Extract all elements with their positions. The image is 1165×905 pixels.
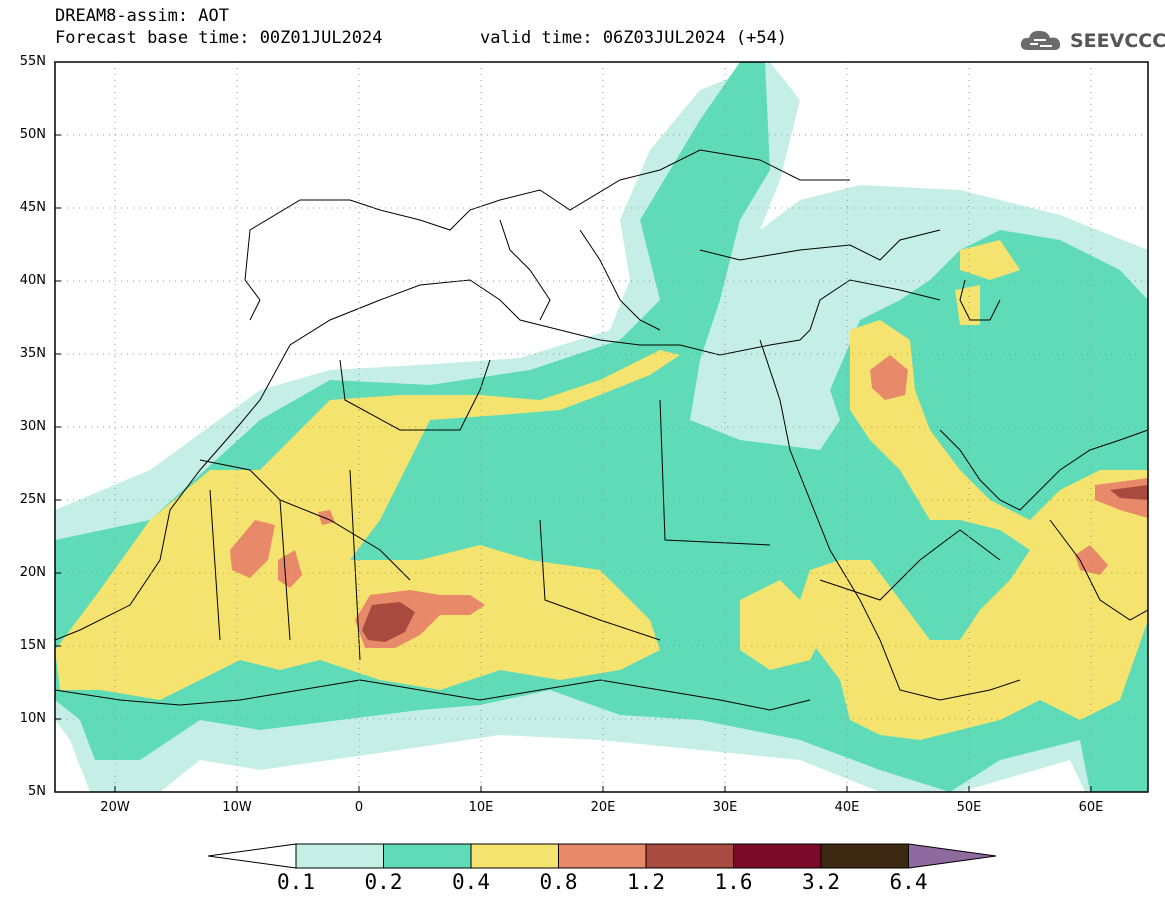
aot-contour-0.4-arabia (800, 320, 1148, 740)
lat-label: 35N (19, 346, 46, 361)
lon-label: 60E (1078, 800, 1104, 815)
colorbar (207, 843, 997, 869)
lon-label: 30E (712, 800, 738, 815)
colorbar-bin-7 (820, 843, 909, 869)
lat-label: 55N (19, 54, 46, 69)
lat-label: 45N (19, 200, 46, 215)
aot-contour-0.8-a (230, 520, 275, 578)
lat-label: 10N (19, 711, 46, 726)
colorbar-label: 1.6 (714, 870, 753, 894)
lat-label: 50N (19, 127, 46, 142)
graticule (55, 62, 1148, 792)
colorbar-bin-3 (470, 843, 559, 869)
colorbar-label: 3.2 (802, 870, 840, 894)
aot-contour-1.2 (362, 602, 415, 642)
aot-contour-1.2-b (1110, 485, 1148, 500)
lon-label: 20W (100, 800, 130, 815)
aot-contour-0.8-d (870, 355, 908, 400)
lon-label: 40E (834, 800, 860, 815)
lon-label: 50E (956, 800, 982, 815)
map-title: DREAM8-assim: AOT (55, 6, 229, 26)
colorbar-bin-1 (295, 843, 384, 869)
valid-time: valid time: 06Z03JUL2024 (+54) (480, 28, 788, 48)
cloud-icon (1020, 30, 1061, 50)
colorbar-bin-6 (733, 843, 822, 869)
aot-contour-0.4-sudan (740, 580, 820, 670)
lat-label: 5N (28, 784, 46, 799)
forecast-base-time: Forecast base time: 00Z01JUL2024 (55, 28, 383, 48)
colorbar-bin-5 (645, 843, 734, 869)
lat-label: 20N (19, 565, 46, 580)
aot-contour-0.4-sahara (55, 350, 680, 700)
colorbar-label: 0.1 (277, 870, 315, 894)
lon-label: 20E (590, 800, 616, 815)
colorbar-bin-2 (383, 843, 472, 869)
aot-contour-0.4-caspian (955, 240, 1020, 325)
colorbar-over-arrow (908, 843, 997, 869)
lat-label: 30N (19, 419, 46, 434)
colorbar-label: 0.4 (452, 870, 490, 894)
lon-label: 0 (354, 800, 364, 815)
lat-label: 40N (19, 273, 46, 288)
lon-label: 10W (222, 800, 252, 815)
logo-text: SEEVCCC (1070, 30, 1165, 52)
colorbar-label: 6.4 (889, 870, 928, 894)
coastlines (55, 149, 1148, 711)
lat-label: 15N (19, 638, 46, 653)
axis-ticks (55, 134, 1092, 792)
aot-contour-0.8-g (318, 510, 335, 525)
colorbar-bin-4 (558, 843, 647, 869)
lat-label: 25N (19, 492, 46, 507)
lon-label: 10E (468, 800, 494, 815)
seevccc-logo: SEEVCCC (1018, 26, 1165, 56)
colorbar-label: 0.2 (364, 870, 403, 894)
colorbar-label: 0.8 (539, 870, 578, 894)
colorbar-under-arrow (207, 843, 297, 869)
colorbar-label: 1.2 (627, 870, 665, 894)
